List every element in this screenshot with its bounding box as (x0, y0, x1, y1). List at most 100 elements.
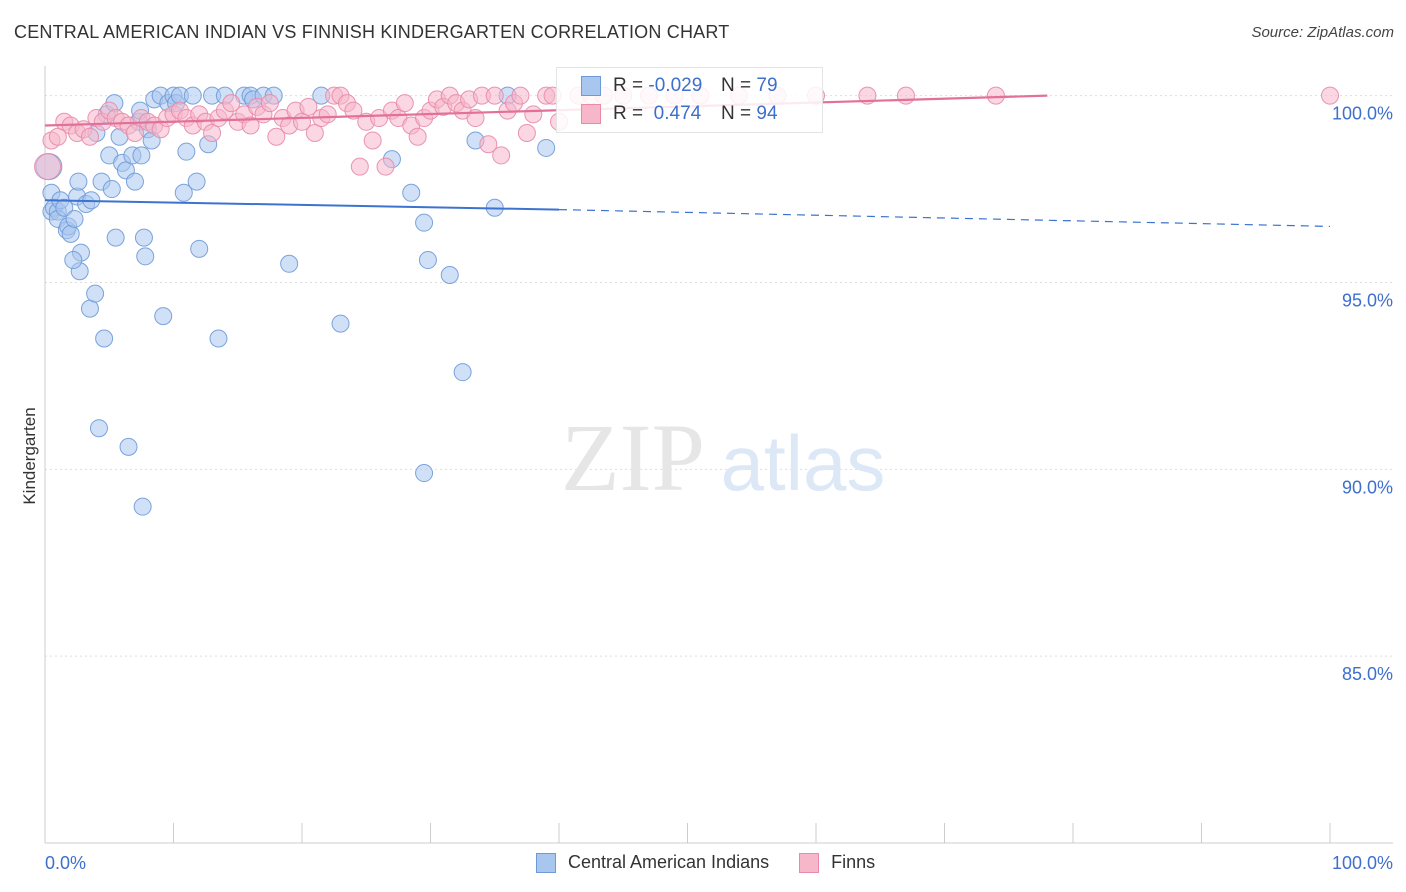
data-point (119, 437, 138, 456)
data-point (395, 94, 414, 113)
data-point (344, 101, 363, 120)
y-tick-label: 95.0% (1342, 290, 1393, 310)
data-point (80, 127, 99, 146)
data-point (95, 329, 114, 348)
y-tick-label: 85.0% (1342, 664, 1393, 684)
data-point (418, 251, 437, 270)
data-point (305, 124, 324, 142)
y-tick-label: 90.0% (1342, 477, 1393, 497)
data-point (267, 127, 286, 146)
data-point (55, 198, 74, 217)
data-point (190, 239, 209, 258)
x-tick-label: 100.0% (1332, 853, 1393, 873)
data-point (102, 180, 121, 199)
data-point (440, 266, 459, 284)
legend-label: Central American Indians (568, 852, 770, 872)
data-point (65, 209, 84, 228)
data-point (209, 329, 228, 348)
data-point (241, 116, 260, 135)
source-label: Source: ZipAtlas.com (1251, 24, 1394, 41)
trend-line-blue (44, 199, 560, 211)
data-point (69, 172, 88, 191)
trend-line-pink (44, 94, 1048, 127)
data-point (415, 464, 434, 483)
data-point (402, 183, 421, 202)
data-point (517, 124, 536, 142)
data-point (203, 124, 222, 142)
gridlines (45, 95, 1393, 657)
data-point (350, 157, 369, 176)
axes (44, 66, 1393, 844)
data-point (132, 146, 151, 165)
data-point (174, 183, 193, 202)
y-tick-label: 100.0% (1332, 104, 1393, 124)
x-tick-labels: 0.0% 100.0% (45, 853, 1393, 873)
data-point (408, 127, 427, 146)
data-point (299, 97, 318, 116)
data-point (986, 86, 1005, 105)
data-point (318, 105, 337, 124)
data-point (86, 284, 105, 303)
data-point (125, 124, 144, 142)
r-value-pink: 0.474 (653, 103, 702, 124)
stats-legend: R = -0.029 N = 79 R = 0.474 N = 94 (556, 67, 823, 133)
n-value-pink: 94 (756, 103, 778, 124)
r-label: R = (613, 75, 644, 96)
data-point (1321, 86, 1339, 105)
legend-item-finns[interactable]: Finns (799, 852, 875, 873)
data-point (492, 146, 511, 165)
n-label: N = (721, 103, 752, 124)
data-point (136, 247, 155, 266)
trend-lines (44, 94, 1331, 228)
n-value-blue: 79 (756, 75, 778, 96)
r-label: R = (613, 103, 644, 124)
r-value-blue: -0.029 (648, 75, 703, 96)
data-point (222, 94, 241, 113)
series-central-american-indians (35, 86, 556, 516)
stats-row-pink: R = 0.474 N = 94 (581, 101, 778, 127)
data-point (415, 213, 434, 232)
x-tick-label: 0.0% (45, 853, 86, 873)
data-point (125, 172, 144, 191)
stats-row-blue: R = -0.029 N = 79 (581, 73, 778, 99)
data-point (363, 131, 382, 150)
series-legend: Central American Indians Finns (536, 852, 905, 873)
data-point (134, 228, 153, 247)
watermark-atlas: atlas (721, 419, 886, 507)
watermark-zip: ZIP (561, 404, 705, 511)
pink-swatch (581, 104, 601, 124)
data-point (34, 153, 62, 181)
data-point (183, 86, 202, 105)
data-point (511, 86, 530, 105)
data-point (376, 157, 395, 176)
y-tick-labels: 100.0% 95.0% 90.0% 85.0% (1332, 104, 1393, 685)
data-point (64, 251, 83, 270)
data-point (187, 172, 206, 191)
data-point (154, 307, 173, 326)
data-point (280, 254, 299, 273)
legend-swatch-blue (536, 852, 556, 873)
chart-title: CENTRAL AMERICAN INDIAN VS FINNISH KINDE… (14, 22, 730, 42)
legend-label: Finns (831, 852, 876, 872)
data-point (453, 363, 472, 382)
trend-line-blue-extension (558, 209, 1331, 228)
data-point (485, 86, 504, 105)
data-point (537, 138, 556, 157)
n-label: N = (721, 75, 752, 96)
data-point (260, 94, 279, 113)
legend-item-central-american-indians[interactable]: Central American Indians (536, 852, 769, 873)
data-point (479, 135, 498, 154)
data-point (177, 142, 196, 161)
data-point (331, 314, 350, 333)
data-point (61, 224, 80, 243)
data-point (48, 127, 67, 146)
data-point (896, 86, 915, 105)
blue-swatch (581, 76, 601, 96)
data-point (524, 105, 543, 124)
data-point (106, 228, 125, 247)
data-point (80, 299, 99, 318)
data-point (89, 419, 108, 438)
data-point (133, 497, 152, 516)
legend-swatch-pink (799, 852, 820, 873)
